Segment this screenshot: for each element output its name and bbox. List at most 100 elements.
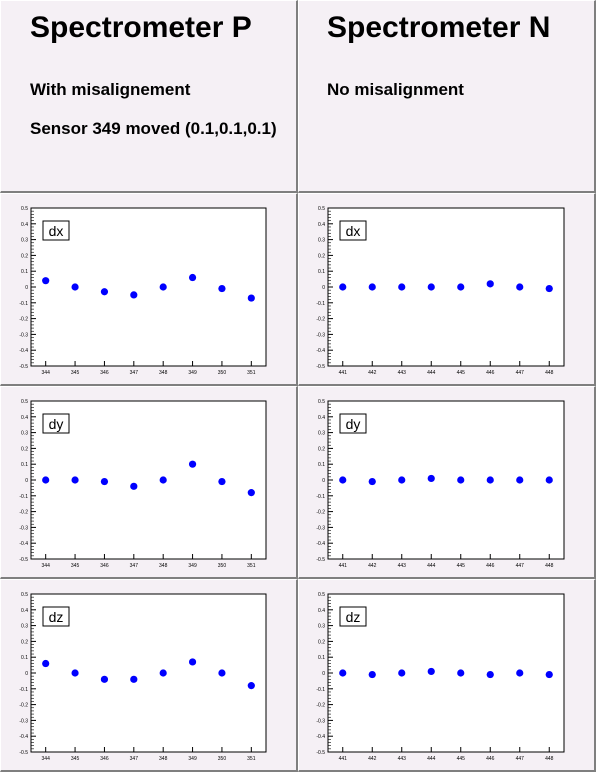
data-point (339, 283, 347, 291)
y-tick-label: 0.2 (318, 253, 325, 259)
y-tick-label: -0.3 (316, 332, 325, 338)
y-tick-label: -0.5 (19, 364, 28, 370)
x-tick-label: 442 (368, 756, 377, 762)
plot-label-box (339, 606, 367, 627)
y-tick-label: -0.5 (316, 364, 325, 370)
y-tick-label: -0.5 (316, 750, 325, 756)
y-tick-label: 0.4 (21, 608, 28, 614)
title-left: Spectrometer P (30, 11, 252, 44)
y-tick-label: 0.1 (21, 269, 28, 275)
y-tick-label: -0.1 (19, 687, 28, 693)
plot-label-box (339, 220, 367, 241)
x-tick-label: 445 (457, 370, 466, 376)
data-point (100, 675, 109, 683)
y-tick-label: -0.5 (19, 557, 28, 563)
y-tick-label: -0.5 (19, 750, 28, 756)
data-point (545, 284, 553, 293)
y-tick-label: -0.4 (316, 348, 325, 354)
y-tick-label: -0.3 (19, 525, 28, 531)
plot-label: dy (49, 416, 64, 432)
y-tick-label: -0.4 (19, 734, 28, 740)
x-tick-label: 351 (247, 370, 256, 376)
header-pad-left: Spectrometer P With misalignement Sensor… (0, 0, 298, 193)
x-tick-label: 348 (159, 563, 168, 569)
data-point (42, 277, 50, 285)
y-tick-label: 0 (322, 478, 325, 484)
y-tick-label: 0.2 (21, 639, 28, 645)
data-point (130, 482, 138, 490)
y-tick-label: 0.3 (318, 624, 325, 630)
x-tick-label: 346 (100, 370, 109, 376)
x-tick-label: 345 (71, 756, 80, 762)
y-tick-label: 0 (322, 671, 325, 677)
y-tick-label: 0 (25, 671, 28, 677)
y-tick-label: 0.1 (318, 462, 325, 468)
y-tick-label: -0.2 (316, 317, 325, 323)
y-tick-label: -0.4 (316, 541, 325, 547)
x-tick-label: 349 (188, 563, 197, 569)
y-tick-label: 0.3 (318, 238, 325, 244)
x-tick-label: 444 (427, 563, 436, 569)
data-point (545, 476, 553, 484)
plot-frame (327, 593, 565, 753)
x-tick-label: 347 (130, 563, 139, 569)
y-tick-label: -0.3 (316, 718, 325, 724)
y-tick-label: 0.1 (318, 655, 325, 661)
data-point (188, 658, 197, 666)
data-point (516, 283, 524, 291)
y-tick-label: 0.3 (21, 431, 28, 437)
x-tick-label: 348 (159, 756, 168, 762)
x-tick-label: 446 (486, 756, 495, 762)
y-tick-label: 0.2 (21, 253, 28, 259)
x-tick-label: 350 (218, 756, 227, 762)
x-tick-label: 447 (516, 563, 525, 569)
y-tick-label: -0.1 (316, 494, 325, 500)
y-tick-label: 0.2 (318, 446, 325, 452)
plot-label-box (42, 220, 70, 241)
x-tick-label: 441 (339, 756, 348, 762)
x-tick-label: 445 (457, 563, 466, 569)
y-tick-label: 0.3 (21, 238, 28, 244)
x-tick-label: 443 (398, 370, 407, 376)
x-tick-label: 441 (339, 563, 348, 569)
y-tick-label: -0.2 (316, 703, 325, 709)
plot-label-box (42, 413, 70, 434)
y-tick-label: 0.4 (21, 222, 28, 228)
data-point (457, 283, 465, 291)
data-point (130, 675, 138, 683)
x-tick-label: 441 (339, 370, 348, 376)
data-point (427, 667, 435, 676)
x-tick-label: 347 (130, 756, 139, 762)
data-point (486, 670, 494, 679)
x-tick-label: 351 (247, 563, 256, 569)
data-point (247, 682, 255, 690)
data-point (100, 477, 109, 486)
x-tick-label: 448 (545, 370, 554, 376)
data-point (218, 477, 226, 486)
x-tick-label: 443 (398, 563, 407, 569)
data-point (71, 476, 79, 484)
y-tick-label: -0.3 (316, 525, 325, 531)
subtitle-left-line2: Sensor 349 moved (0.1,0.1,0.1) (30, 119, 277, 138)
x-tick-label: 349 (188, 756, 197, 762)
data-point (486, 280, 494, 288)
y-tick-label: -0.3 (19, 332, 28, 338)
data-point (247, 489, 255, 497)
plot-label: dx (346, 223, 361, 239)
x-tick-label: 446 (486, 563, 495, 569)
y-tick-label: 0.1 (318, 269, 325, 275)
data-point (457, 476, 465, 484)
data-point (159, 669, 167, 677)
x-tick-label: 442 (368, 563, 377, 569)
plot-frame (30, 207, 267, 367)
data-point (457, 669, 465, 677)
data-point (398, 669, 406, 677)
y-tick-label: 0.5 (318, 592, 325, 598)
y-tick-label: 0.5 (318, 206, 325, 212)
data-point (188, 273, 197, 282)
x-tick-label: 344 (42, 370, 51, 376)
x-tick-label: 345 (71, 563, 80, 569)
x-tick-label: 344 (42, 756, 51, 762)
data-point (339, 476, 347, 484)
plot-frame (30, 400, 267, 560)
